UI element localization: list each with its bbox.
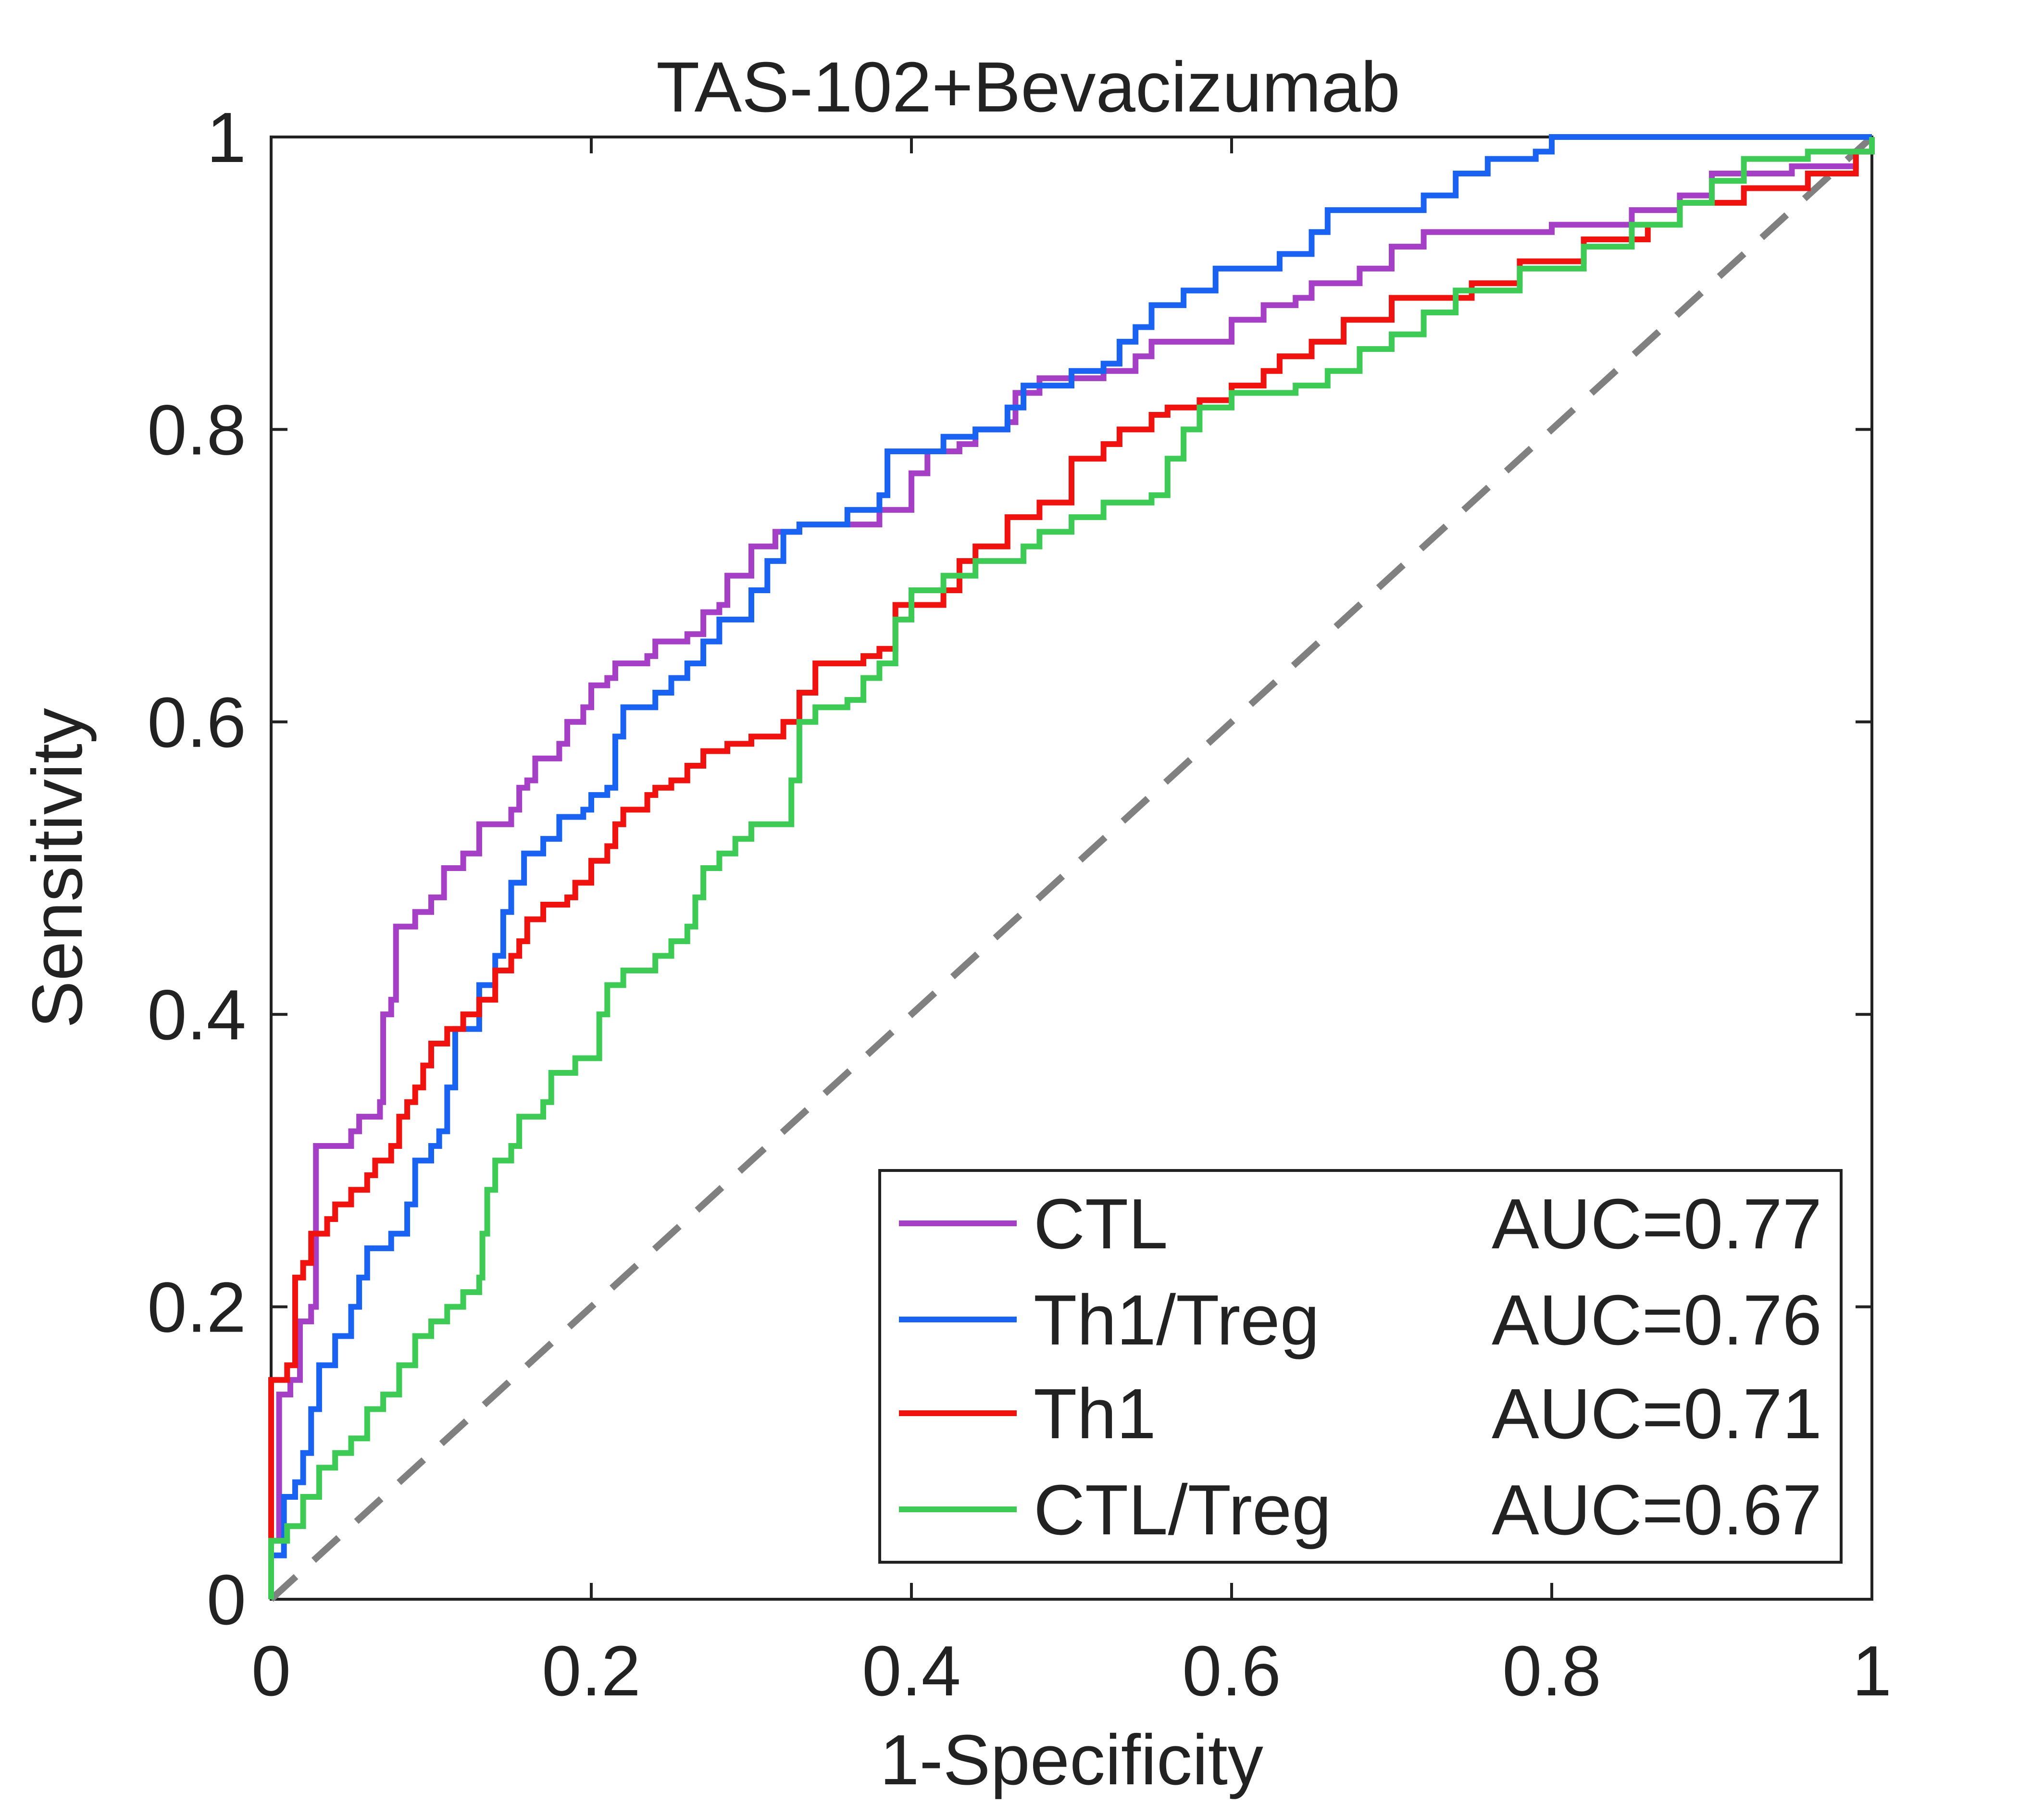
y-axis-label: Sensitivity — [18, 708, 97, 1028]
y-tick-label: 1 — [207, 98, 246, 177]
x-tick-label: 1 — [1852, 1631, 1892, 1711]
plot-area — [270, 136, 1873, 1601]
y-tick-label: 0.8 — [147, 390, 246, 470]
y-tick-label: 0 — [207, 1560, 246, 1640]
x-tick-label: 0.6 — [1182, 1631, 1281, 1711]
legend-auc-th1: AUC=0.71 — [1492, 1374, 1822, 1454]
roc-curve-ctl-treg — [268, 137, 1875, 1599]
legend-label-ctl: CTL — [1034, 1184, 1168, 1264]
x-tick-label: 0.2 — [542, 1631, 641, 1711]
y-tick-label: 0.4 — [147, 975, 246, 1055]
x-tick-label: 0.8 — [1502, 1631, 1601, 1711]
legend-auc-th1-treg: AUC=0.76 — [1492, 1281, 1822, 1360]
roc-curve-th1-treg — [268, 134, 1872, 1599]
legend-auc-ctl: AUC=0.77 — [1492, 1184, 1822, 1264]
chart-title: TAS-102+Bevacizumab — [656, 48, 1400, 127]
legend-label-th1: Th1 — [1034, 1374, 1156, 1454]
legend-label-th1-treg: Th1/Treg — [1034, 1281, 1320, 1360]
reference-diagonal-line — [269, 134, 1874, 1602]
roc-curve-ctl — [268, 137, 1875, 1599]
x-tick-label: 0 — [251, 1631, 291, 1711]
y-tick-label: 0.2 — [147, 1268, 246, 1347]
roc-curves — [268, 134, 1875, 1599]
y-tick-label: 0.6 — [147, 683, 246, 762]
x-tick-label: 0.4 — [862, 1631, 961, 1711]
x-axis-label: 1-Specificity — [880, 1720, 1263, 1800]
legend-box — [878, 1169, 1843, 1564]
y-tick-labels: 0 0.2 0.4 0.6 0.8 1 — [147, 98, 246, 1640]
legend-label-ctl-treg: CTL/Treg — [1034, 1470, 1332, 1550]
x-tick-labels: 0 0.2 0.4 0.6 0.8 1 — [251, 1631, 1892, 1711]
legend-auc-ctl-treg: AUC=0.67 — [1492, 1470, 1822, 1550]
roc-curve-th1 — [268, 137, 1875, 1599]
legend: CTL AUC=0.77 Th1/Treg AUC=0.76 Th1 AUC=0.71 CT… — [878, 1169, 1843, 1564]
